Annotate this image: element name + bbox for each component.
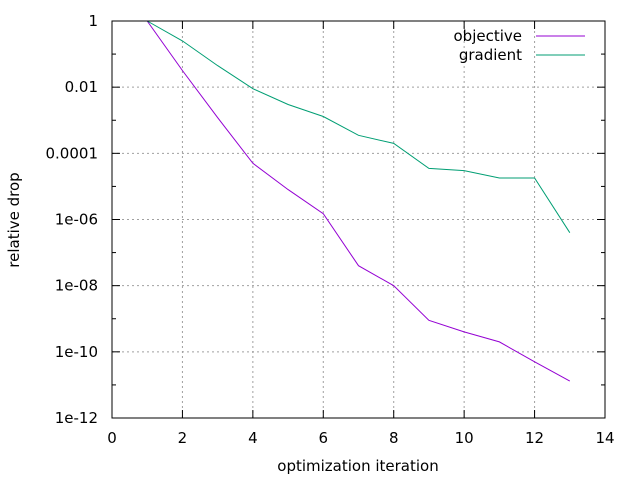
x-tick-label: 0 (107, 429, 117, 447)
x-tick-label: 6 (319, 429, 329, 447)
x-tick-label: 8 (389, 429, 399, 447)
grid-lines (112, 21, 605, 418)
y-axis-label: relative drop (5, 172, 23, 267)
plot-frame (111, 20, 606, 419)
y-tick-labels: 1e-12 1e-10 1e-08 1e-06 0.0001 0.01 1 (46, 12, 99, 427)
x-tick-label: 10 (455, 429, 474, 447)
x-axis-label: optimization iteration (277, 457, 438, 475)
x-tick-label: 12 (525, 429, 544, 447)
y-tick-label: 0.01 (65, 78, 98, 96)
objective-series-line (146, 20, 571, 382)
legend-label: gradient (459, 46, 522, 64)
y-tick-label: 1e-08 (55, 277, 98, 295)
y-tick-label: 1 (88, 12, 98, 30)
y-tick-label: 1e-10 (55, 343, 98, 361)
y-tick-label: 1e-06 (55, 211, 98, 229)
legend-label: objective (454, 27, 523, 45)
x-tick-labels: 0 2 4 6 8 10 12 14 (107, 429, 614, 447)
y-tick-label: 1e-12 (55, 409, 98, 427)
gradient-series-line (146, 20, 571, 233)
x-tick-label: 2 (178, 429, 188, 447)
y-tick-label: 0.0001 (46, 144, 99, 162)
x-tick-label: 4 (248, 429, 258, 447)
x-tick-label: 14 (595, 429, 614, 447)
series-lines (146, 20, 571, 382)
